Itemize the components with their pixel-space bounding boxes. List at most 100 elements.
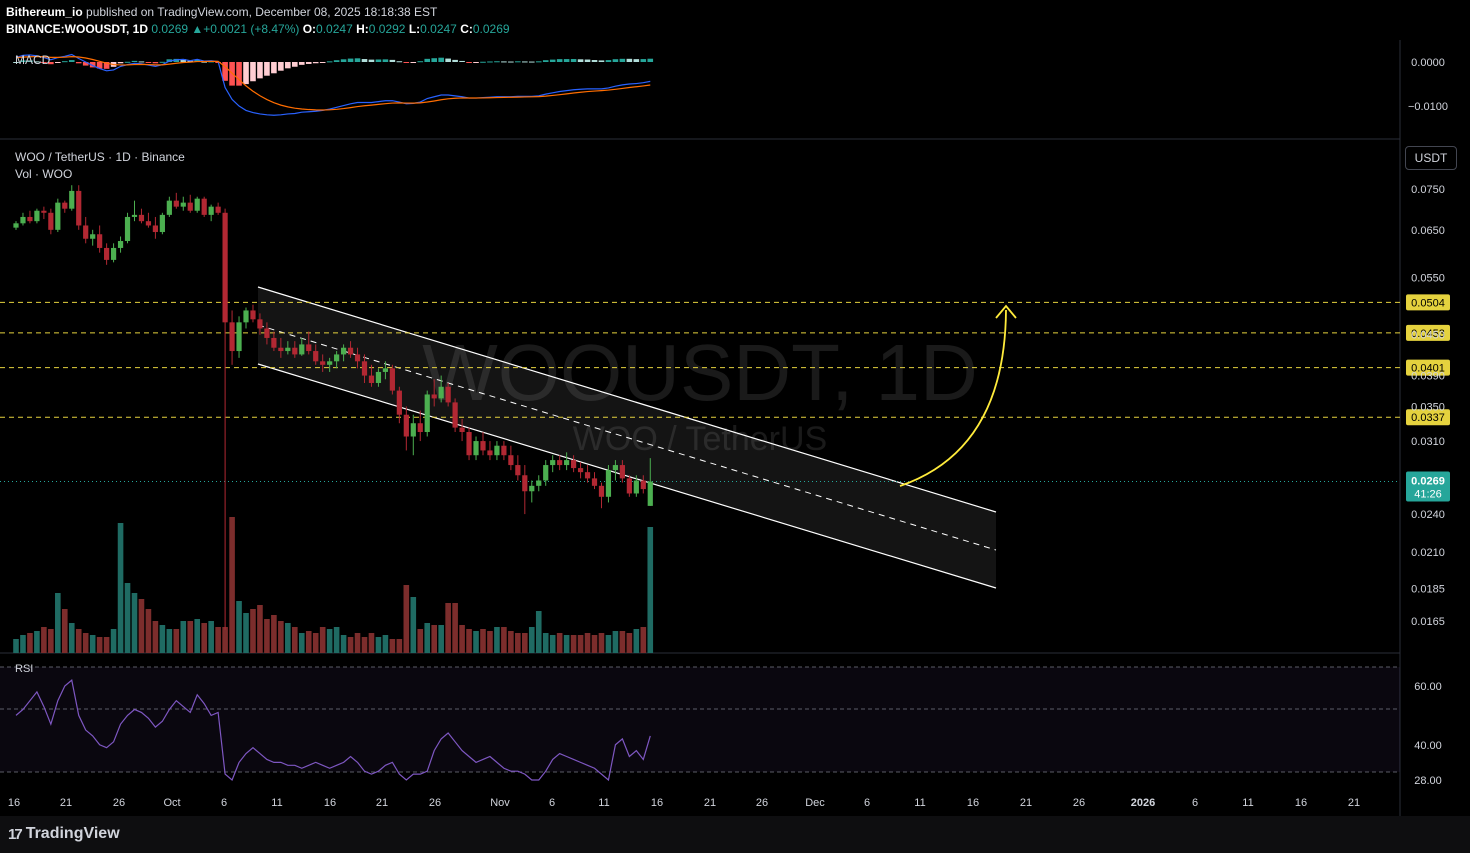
macd-histogram-bar	[563, 59, 570, 62]
macd-histogram-bar	[494, 61, 500, 63]
macd-histogram-bar	[82, 62, 89, 66]
candle-body	[110, 247, 117, 260]
volume-bar	[424, 623, 431, 653]
close-label: C:	[460, 22, 473, 36]
volume-bar	[312, 633, 319, 653]
volume-bar	[438, 625, 444, 653]
volume-bar	[612, 631, 619, 653]
macd-histogram-bar	[333, 60, 340, 62]
symbol-label[interactable]: BINANCE:WOOUSDT, 1D	[6, 22, 149, 36]
time-axis-tick: 11	[1242, 797, 1253, 809]
macd-histogram-bar	[292, 62, 298, 67]
publisher-name[interactable]: Bithereum_io	[6, 5, 83, 19]
candle-body	[13, 223, 19, 228]
time-axis-tick: 26	[1073, 797, 1085, 809]
macd-histogram-bar	[312, 62, 319, 64]
candle-body	[159, 214, 165, 233]
candle-body	[222, 212, 228, 323]
candle-body	[83, 225, 89, 239]
volume-bar	[626, 633, 633, 653]
ohlc-legend: BINANCE:WOOUSDT, 1D 0.0269 ▲+0.0021 (+8.…	[6, 22, 510, 36]
candle-body	[431, 394, 437, 399]
candle-body	[340, 347, 347, 355]
volume-bar	[640, 627, 647, 653]
candle-body	[97, 234, 103, 248]
time-axis-tick: 16	[8, 797, 20, 809]
volume-bar	[243, 613, 249, 653]
candle-body	[257, 319, 263, 329]
candle-body	[313, 351, 319, 362]
level-label: 0.0337	[1411, 412, 1445, 424]
candle-body	[640, 480, 646, 490]
candle-body	[271, 337, 277, 348]
candle-body	[515, 465, 521, 476]
candle-body	[347, 347, 354, 355]
low-value: 0.0247	[420, 22, 457, 36]
candle-body	[591, 478, 598, 486]
candle-body	[633, 480, 639, 494]
volume-bar	[138, 599, 145, 653]
tradingview-logo[interactable]: 17 TradingView	[8, 825, 120, 843]
macd-pane-title[interactable]: MACD	[15, 53, 51, 67]
volume-bar	[89, 635, 96, 653]
macd-histogram-bar	[208, 61, 214, 63]
volume-bar	[333, 627, 340, 653]
macd-histogram-bar	[75, 62, 82, 64]
macd-histogram-bar	[298, 62, 305, 65]
candle-body	[396, 390, 402, 415]
volume-bar	[354, 633, 361, 653]
macd-signal-line	[15, 55, 651, 111]
volume-bar	[549, 635, 556, 653]
macd-histogram-bar	[459, 60, 465, 62]
candle-body	[264, 328, 270, 338]
price-axis-tick: 0.0550	[1411, 272, 1445, 284]
candle-body	[605, 470, 612, 497]
volume-bar	[528, 627, 535, 653]
macd-histogram-bar	[431, 58, 437, 62]
main-pane-title[interactable]: WOO / TetherUS · 1D · Binance	[15, 150, 185, 164]
volume-bar	[410, 597, 417, 653]
candle-body	[236, 322, 242, 352]
volume-bar	[250, 609, 256, 653]
volume-pane-title[interactable]: Vol · WOO	[15, 167, 73, 181]
volume-bar	[570, 635, 577, 653]
rsi-pane-title[interactable]: RSI	[15, 663, 34, 675]
macd-line	[15, 53, 651, 116]
macd-histogram-bar	[152, 62, 159, 64]
candle-body	[375, 371, 382, 383]
macd-histogram-bar	[577, 59, 584, 62]
candle-body	[320, 361, 326, 365]
macd-histogram-bar	[305, 62, 312, 64]
volume-bar	[20, 635, 26, 653]
time-axis-tick: 11	[914, 797, 925, 809]
candle-body	[76, 190, 82, 226]
price-axis-tick: 0.0390	[1411, 371, 1445, 383]
macd-histogram-bar	[222, 62, 228, 81]
candle-body	[180, 202, 186, 207]
candle-body	[69, 190, 75, 209]
rsi-axis-tick: 28.00	[1414, 775, 1442, 787]
volume-bar	[403, 585, 410, 653]
currency-button[interactable]: USDT	[1405, 146, 1457, 170]
candle-body	[571, 460, 577, 469]
time-axis-tick: 6	[1192, 797, 1198, 809]
macd-histogram-bar	[264, 62, 270, 76]
time-axis-tick: 26	[429, 797, 441, 809]
macd-histogram-bar	[647, 58, 654, 62]
macd-histogram-bar	[278, 62, 284, 71]
price-axis-tick: 0.0450	[1411, 330, 1445, 342]
macd-histogram-bar	[417, 61, 424, 63]
volume-bar	[13, 639, 19, 653]
volume-bar	[368, 633, 375, 653]
watermark-symbol: WOOUSDT, 1D	[422, 328, 978, 417]
volume-bar	[180, 621, 187, 653]
candle-body	[403, 414, 409, 437]
macd-histogram-bar	[640, 59, 647, 62]
candle-body	[20, 216, 26, 224]
macd-histogram-bar	[34, 61, 40, 63]
volume-bar	[633, 629, 640, 653]
candle-body	[285, 347, 291, 352]
candle-body	[117, 241, 124, 248]
volume-bar	[27, 633, 33, 653]
